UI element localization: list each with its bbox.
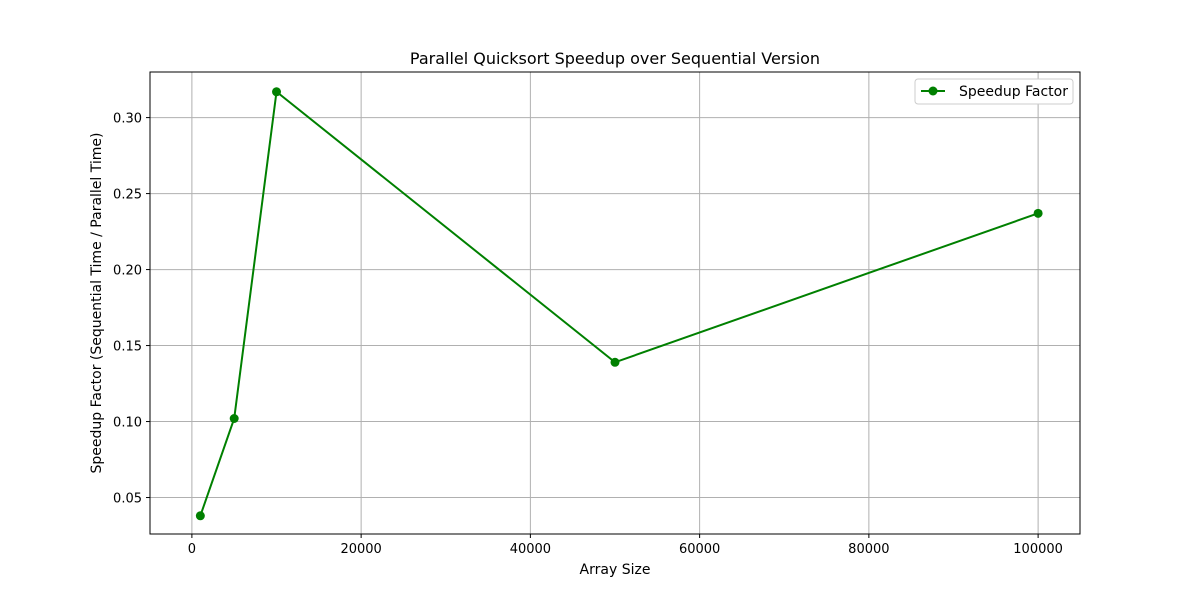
x-tick-label: 100000 — [1013, 542, 1063, 557]
data-point — [229, 414, 239, 423]
y-tick-label: 0.15 — [113, 340, 142, 355]
series-layer — [195, 87, 1043, 521]
data-point — [1033, 208, 1043, 218]
series-line-speedup-factor — [199, 89, 1039, 517]
x-tick-label: 80000 — [848, 542, 889, 557]
x-tick-label: 60000 — [679, 542, 720, 557]
y-tick-label: 0.20 — [113, 264, 142, 279]
axes: 0 20000 40000 60000 80000 100000 0.05 0.10 0.15 0… — [113, 112, 1063, 557]
legend-marker — [928, 86, 938, 96]
grid — [150, 72, 1080, 534]
legend-box — [914, 78, 1074, 105]
y-axis-label: Speedup Factor (Sequential Time / Parall… — [89, 133, 105, 474]
legend-label: Speedup Factor — [959, 84, 1068, 100]
chart-title: Parallel Quicksort Speedup over Sequenti… — [410, 49, 820, 68]
y-tick-label: 0.25 — [113, 188, 142, 203]
y-tick-label: 0.30 — [113, 112, 142, 127]
plot-frame — [149, 71, 1081, 535]
data-point — [195, 511, 205, 521]
x-axis-label: Array Size — [580, 562, 651, 578]
legend: Speedup Factor — [914, 78, 1074, 105]
y-tick-label: 0.10 — [113, 416, 142, 431]
x-tick-label: 20000 — [340, 542, 381, 557]
x-tick-label: 40000 — [510, 542, 551, 557]
data-point — [272, 87, 282, 97]
data-point — [610, 357, 620, 367]
x-tick-label: 0 — [188, 542, 196, 557]
y-tick-label: 0.05 — [113, 492, 142, 507]
